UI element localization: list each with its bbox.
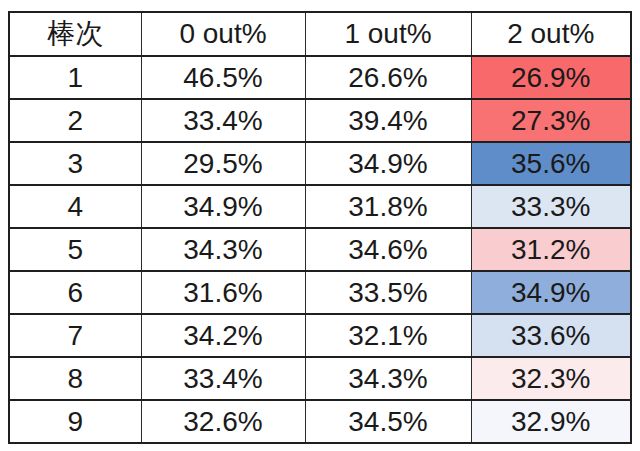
out2-cell: 33.6% xyxy=(471,314,631,357)
out0-cell: 34.2% xyxy=(141,314,305,357)
order-cell: 8 xyxy=(9,357,141,400)
order-cell: 2 xyxy=(9,99,141,142)
out2-cell: 26.9% xyxy=(471,56,631,99)
table-row: 4 34.9% 31.8% 33.3% xyxy=(9,185,631,228)
table-row: 6 31.6% 33.5% 34.9% xyxy=(9,271,631,314)
order-cell: 4 xyxy=(9,185,141,228)
order-cell: 3 xyxy=(9,142,141,185)
out0-cell: 33.4% xyxy=(141,357,305,400)
order-cell: 9 xyxy=(9,400,141,443)
order-cell: 6 xyxy=(9,271,141,314)
out1-cell: 34.5% xyxy=(305,400,471,443)
out0-cell: 46.5% xyxy=(141,56,305,99)
table-container: 棒次 0 out% 1 out% 2 out% 1 46.5% 26.6% 26… xyxy=(8,11,632,444)
out2-cell: 32.9% xyxy=(471,400,631,443)
header-0out: 0 out% xyxy=(141,12,305,56)
out0-cell: 32.6% xyxy=(141,400,305,443)
order-cell: 1 xyxy=(9,56,141,99)
out2-cell: 32.3% xyxy=(471,357,631,400)
out2-cell: 31.2% xyxy=(471,228,631,271)
header-batting-order: 棒次 xyxy=(9,12,141,56)
header-1out: 1 out% xyxy=(305,12,471,56)
order-cell: 5 xyxy=(9,228,141,271)
out1-cell: 26.6% xyxy=(305,56,471,99)
out1-cell: 34.6% xyxy=(305,228,471,271)
out1-cell: 34.9% xyxy=(305,142,471,185)
out0-cell: 31.6% xyxy=(141,271,305,314)
out0-cell: 33.4% xyxy=(141,99,305,142)
table-row: 5 34.3% 34.6% 31.2% xyxy=(9,228,631,271)
out0-cell: 34.3% xyxy=(141,228,305,271)
out1-cell: 39.4% xyxy=(305,99,471,142)
table-row: 7 34.2% 32.1% 33.6% xyxy=(9,314,631,357)
out1-cell: 32.1% xyxy=(305,314,471,357)
out0-cell: 34.9% xyxy=(141,185,305,228)
table-row: 9 32.6% 34.5% 32.9% xyxy=(9,400,631,443)
out2-cell: 27.3% xyxy=(471,99,631,142)
out1-cell: 34.3% xyxy=(305,357,471,400)
out2-cell: 34.9% xyxy=(471,271,631,314)
batting-order-outs-table: 棒次 0 out% 1 out% 2 out% 1 46.5% 26.6% 26… xyxy=(8,11,632,444)
header-2out: 2 out% xyxy=(471,12,631,56)
table-row: 3 29.5% 34.9% 35.6% xyxy=(9,142,631,185)
out2-cell: 33.3% xyxy=(471,185,631,228)
out0-cell: 29.5% xyxy=(141,142,305,185)
out1-cell: 31.8% xyxy=(305,185,471,228)
header-row: 棒次 0 out% 1 out% 2 out% xyxy=(9,12,631,56)
table-row: 2 33.4% 39.4% 27.3% xyxy=(9,99,631,142)
out2-cell: 35.6% xyxy=(471,142,631,185)
table-row: 8 33.4% 34.3% 32.3% xyxy=(9,357,631,400)
table-row: 1 46.5% 26.6% 26.9% xyxy=(9,56,631,99)
out1-cell: 33.5% xyxy=(305,271,471,314)
order-cell: 7 xyxy=(9,314,141,357)
